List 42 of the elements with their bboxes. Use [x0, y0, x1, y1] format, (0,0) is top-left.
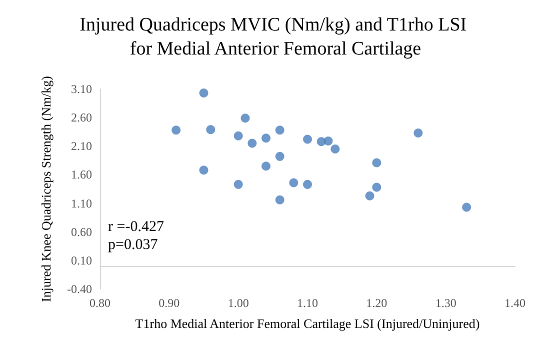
- annotation: r =-0.427 p=0.037: [108, 219, 164, 253]
- point: [275, 195, 284, 204]
- point: [324, 136, 333, 146]
- x-tick-label: 1.30: [435, 296, 456, 310]
- point: [414, 128, 423, 138]
- point: [330, 144, 340, 154]
- y-axis-title: Injured Knee Quadriceps Strength (Nm/kg): [38, 76, 54, 302]
- x-tick-label: 0.90: [158, 296, 180, 310]
- x-tick-label: 1.20: [366, 296, 388, 310]
- point: [199, 88, 208, 98]
- point: [462, 202, 472, 212]
- point: [275, 126, 284, 135]
- x-tick-label: 0.80: [90, 296, 110, 310]
- y-tick-label: 0.60: [71, 224, 92, 239]
- point: [234, 131, 243, 140]
- y-tick-label: 1.60: [71, 168, 92, 182]
- point: [275, 152, 284, 161]
- point: [172, 126, 181, 135]
- y-tick-label: 1.10: [71, 196, 92, 210]
- y-tick-label: 3.10: [71, 82, 92, 96]
- point: [199, 166, 208, 175]
- point: [240, 114, 250, 123]
- x-tick-label: 1.10: [297, 296, 318, 310]
- y-tick-label: 2.10: [71, 139, 92, 154]
- point: [206, 125, 216, 134]
- x-tick-label: 1.00: [228, 296, 249, 310]
- point: [365, 191, 374, 200]
- point: [303, 180, 312, 189]
- y-tick-label: 2.60: [71, 110, 92, 125]
- point: [262, 134, 270, 143]
- point: [262, 162, 270, 171]
- chart-title: Injured Quadriceps MVIC (Nm/kg) and T1rho LSI for Medial Anterior Femoral Cartilage: [80, 14, 472, 60]
- y-tick-label: 0.10: [71, 253, 92, 268]
- point: [303, 134, 312, 144]
- y-tick-label: -0.40: [67, 282, 92, 296]
- point: [372, 158, 382, 168]
- point: [289, 178, 298, 188]
- point: [234, 180, 243, 189]
- x-tick-label: 1.40: [504, 296, 526, 310]
- point: [372, 182, 382, 192]
- point: [248, 138, 257, 148]
- x-axis-title: T1rho Medial Anterior Femoral Cartilage LSI (Injured/Uninjured): [135, 316, 480, 331]
